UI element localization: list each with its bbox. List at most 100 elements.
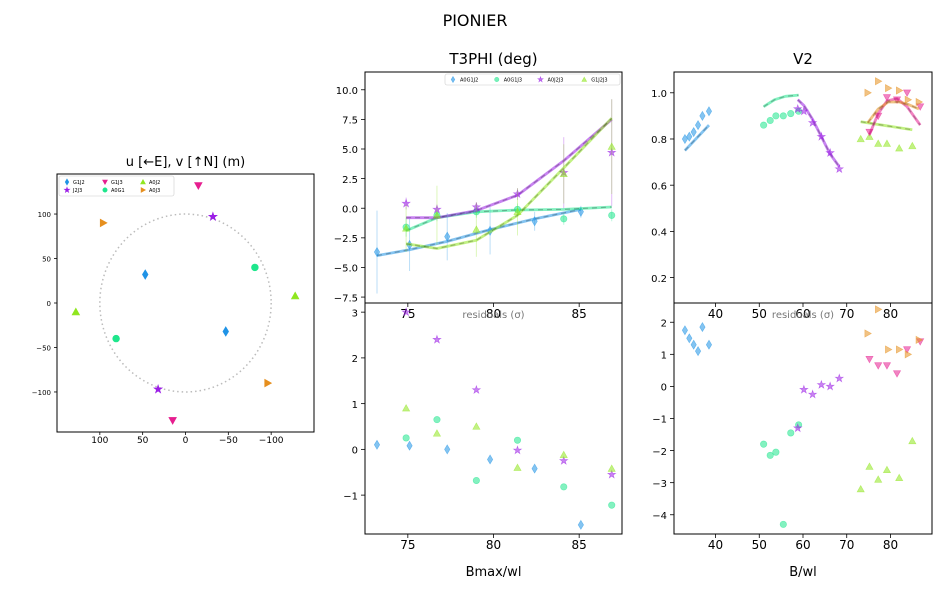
data-point bbox=[792, 103, 803, 114]
x-tick-label: 50 bbox=[137, 436, 149, 446]
x-tick-label: 75 bbox=[400, 538, 415, 552]
y-tick-label: 1 bbox=[661, 351, 667, 362]
x-tick-label: 80 bbox=[883, 538, 898, 552]
data-point bbox=[766, 451, 774, 459]
data-point bbox=[560, 215, 568, 223]
legend-label: G1J2J3 bbox=[591, 78, 607, 84]
series-G1J2J3 bbox=[402, 403, 616, 472]
data-point bbox=[825, 381, 835, 391]
data-point bbox=[531, 463, 538, 474]
series-A0J3 bbox=[99, 218, 273, 388]
data-point bbox=[444, 231, 451, 242]
ticks-uv: 100 50 0 −50 −100 100 50 0 −50 −100 bbox=[32, 211, 284, 446]
model-line bbox=[866, 100, 920, 124]
data-point bbox=[915, 335, 924, 345]
residuals-label: residuals (σ) bbox=[772, 310, 834, 321]
model-line-dash bbox=[797, 99, 840, 168]
y-tick-label: 0.8 bbox=[651, 135, 667, 146]
y-tick-label: 0.4 bbox=[651, 228, 667, 239]
series-V2_G1J2 bbox=[681, 106, 713, 152]
data-point bbox=[892, 96, 902, 104]
y-tick-label: −1 bbox=[652, 415, 667, 426]
x-tick-label: 85 bbox=[572, 538, 587, 552]
series-A0G1 bbox=[112, 263, 259, 343]
series-V2_A0G1 bbox=[760, 421, 803, 528]
data-point bbox=[512, 188, 523, 199]
series-V2_J2J3 bbox=[792, 98, 845, 174]
data-point bbox=[695, 346, 702, 357]
data-point bbox=[681, 325, 688, 336]
data-point bbox=[606, 469, 617, 479]
data-point bbox=[222, 326, 229, 337]
y-tick-label: 2.5 bbox=[342, 175, 358, 186]
data-point bbox=[432, 429, 442, 437]
data-point bbox=[401, 198, 411, 208]
legend-marker bbox=[450, 75, 456, 84]
legend-label: G1J3 bbox=[111, 180, 123, 186]
data-point bbox=[882, 94, 892, 102]
data-point bbox=[194, 182, 203, 190]
series-A0G1J2 bbox=[373, 439, 584, 530]
data-point bbox=[834, 373, 845, 383]
data-point bbox=[856, 484, 865, 493]
model-line-dash bbox=[376, 208, 582, 257]
model-line-dash bbox=[406, 118, 613, 219]
x-tick-label: 0 bbox=[183, 436, 189, 446]
data-point bbox=[787, 110, 795, 118]
y-tick-label: 0.0 bbox=[342, 204, 358, 215]
model-line bbox=[376, 208, 582, 257]
y-tick-label: 0 bbox=[47, 300, 51, 308]
data-point bbox=[290, 291, 300, 300]
plot-area-v2res bbox=[681, 305, 925, 528]
data-point bbox=[406, 440, 413, 451]
data-point bbox=[865, 132, 874, 140]
data-point bbox=[432, 211, 442, 219]
x-axis-label: B/wl bbox=[789, 565, 817, 580]
x-tick-label: 80 bbox=[486, 307, 501, 321]
data-point bbox=[606, 147, 617, 157]
x-tick-label: −50 bbox=[219, 436, 238, 446]
y-tick-label: −2 bbox=[652, 447, 667, 458]
model-line bbox=[860, 120, 913, 132]
data-point bbox=[807, 117, 818, 127]
data-point bbox=[874, 139, 883, 147]
data-point bbox=[865, 355, 874, 364]
data-point bbox=[142, 269, 149, 280]
panel-v2res: 40 50 60 70 80 −4 −3 −2 −1 0 1 2 residuals (σ) B/wl bbox=[652, 302, 933, 580]
y-tick-label: 3 bbox=[352, 308, 358, 319]
panel-title: T3PHI (deg) bbox=[448, 50, 537, 68]
plot-area-v2 bbox=[681, 77, 925, 174]
data-point bbox=[875, 77, 883, 86]
ticks-t3res: 75 80 85 −1 0 1 2 3 bbox=[343, 308, 587, 552]
legend-marker bbox=[581, 76, 588, 82]
x-axis-label: Bmax/wl bbox=[466, 565, 522, 580]
series-V2_A0J3 bbox=[864, 77, 924, 124]
model-line bbox=[796, 98, 841, 168]
data-point bbox=[902, 89, 912, 98]
data-point bbox=[433, 416, 441, 424]
series-A0J2J3 bbox=[401, 307, 617, 479]
series-V2_A0J2 bbox=[856, 436, 917, 493]
data-point bbox=[895, 144, 904, 152]
legend-t3: A0G1J2 A0G1J3 A0J2J3 G1J2J3 bbox=[444, 73, 621, 86]
data-point bbox=[874, 475, 883, 483]
data-point bbox=[864, 88, 872, 97]
model-line-dash bbox=[405, 206, 612, 232]
data-point bbox=[825, 147, 835, 157]
model-line bbox=[683, 124, 711, 152]
data-point bbox=[99, 218, 108, 228]
data-point bbox=[513, 436, 522, 444]
data-point bbox=[885, 84, 893, 93]
data-point bbox=[882, 465, 892, 474]
legend-marker bbox=[140, 187, 147, 193]
axes-frame bbox=[364, 71, 623, 304]
x-tick-label: 70 bbox=[839, 538, 854, 552]
model-line bbox=[405, 205, 612, 232]
legend-label: A0G1J3 bbox=[504, 78, 522, 84]
data-point bbox=[559, 450, 568, 459]
model-line-dash bbox=[684, 124, 710, 151]
data-point bbox=[882, 139, 892, 147]
model-line-dash bbox=[763, 94, 799, 108]
x-tick-label: 80 bbox=[883, 307, 898, 321]
